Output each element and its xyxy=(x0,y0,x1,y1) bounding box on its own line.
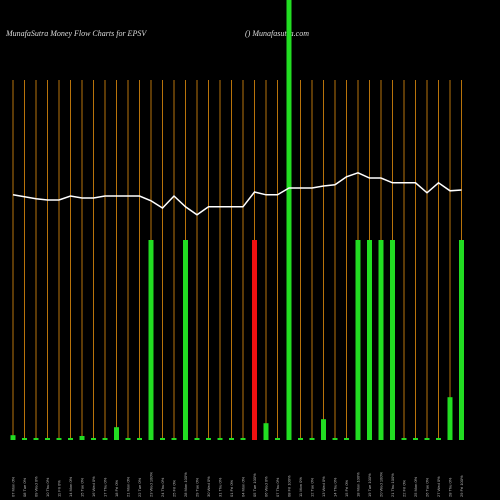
x-tick-label: 09 Wed 0% xyxy=(34,476,39,497)
x-tick-label: 29 Tue 0% xyxy=(195,477,200,497)
bar xyxy=(275,438,280,440)
x-tick-label: 28 Thu 0% xyxy=(448,477,453,497)
x-tick-label: 25 Fri 0% xyxy=(172,479,177,497)
x-tick-label: 11 Fri 0% xyxy=(57,480,62,497)
bar xyxy=(286,0,292,440)
bar xyxy=(367,240,372,440)
bar xyxy=(217,438,223,440)
bar xyxy=(160,438,165,440)
x-tick-label: 08 Fri 100% xyxy=(287,475,292,497)
bar xyxy=(240,438,246,440)
bar xyxy=(263,423,269,440)
x-tick-label: 17 Thu 0% xyxy=(103,477,108,497)
x-tick-label: 04 Mon 0% xyxy=(241,476,246,497)
bar xyxy=(45,438,50,440)
bar xyxy=(194,438,200,440)
bar xyxy=(33,438,39,440)
x-tick-label: 31 Thu 0% xyxy=(218,477,223,497)
bar xyxy=(355,240,361,440)
x-tick-label: 12 Tue 0% xyxy=(310,477,315,497)
bar xyxy=(229,438,234,440)
x-tick-label: 18 Mon 100% xyxy=(356,472,361,497)
x-tick-label: 01 Fri 0% xyxy=(229,479,234,497)
bar xyxy=(321,419,326,440)
bar xyxy=(344,438,349,440)
x-tick-label: 28 Mon 100% xyxy=(183,472,188,497)
x-tick-label: 07 Thu 0% xyxy=(275,477,280,497)
x-tick-label: 21 Thu 100% xyxy=(390,473,395,497)
x-tick-label: 26 Tue 0% xyxy=(425,477,430,497)
x-tick-label: 14 Thu 0% xyxy=(333,477,338,497)
bar xyxy=(436,438,441,440)
x-tick-label: 23 Wed 100% xyxy=(149,472,154,497)
x-tick-label: 22 Tue 0% xyxy=(137,477,142,497)
x-tick-label: 29 Fri 100% xyxy=(459,475,464,497)
x-tick-label: 15 Fri 0% xyxy=(344,479,349,497)
bar xyxy=(183,240,188,440)
x-tick-label: 06 Wed 0% xyxy=(264,476,269,497)
bar xyxy=(102,438,108,440)
bar xyxy=(68,438,73,440)
x-tick-label: 15 Tue 0% xyxy=(80,477,85,497)
x-tick-label: 25 Mon 0% xyxy=(413,476,418,497)
bar xyxy=(79,436,85,440)
x-tick-label: 18 Fri 0% xyxy=(114,479,119,497)
bar xyxy=(206,438,211,440)
x-tick-label: 05 Tue 100% xyxy=(252,473,257,497)
line xyxy=(12,171,462,216)
x-tick-label: 19 Tue 100% xyxy=(367,473,372,497)
bar xyxy=(22,438,27,440)
x-tick-label: 30 Wed 0% xyxy=(206,476,211,497)
bar xyxy=(252,240,257,440)
x-tick-label: 20 Wed 100% xyxy=(379,472,384,497)
bar xyxy=(171,438,177,440)
x-tick-label: 07 Mon 0% xyxy=(11,476,16,497)
bar xyxy=(332,438,338,440)
bar xyxy=(309,438,315,440)
bar xyxy=(413,438,418,440)
bar xyxy=(459,240,464,440)
x-tick-label: 16 Wed 0% xyxy=(91,476,96,497)
bar xyxy=(390,240,395,440)
bar xyxy=(447,397,453,440)
bar xyxy=(148,240,154,440)
bar xyxy=(125,438,131,440)
x-tick-label: 24 Thu 0% xyxy=(160,477,165,497)
x-tick-label: 21 Mon 0% xyxy=(126,476,131,497)
chart-subtitle: () Munafasutra.com xyxy=(245,29,309,38)
bar xyxy=(401,438,407,440)
x-tick-label: 27 Wed 0% xyxy=(436,476,441,497)
x-tick-label: 22 Fri 0% xyxy=(402,479,407,497)
bar xyxy=(424,438,430,440)
x-tick-label: 13 Wed 0% xyxy=(321,476,326,497)
bar xyxy=(114,427,119,440)
bar xyxy=(378,240,384,440)
x-tick-label: 11 Mon 0% xyxy=(298,477,303,497)
bar xyxy=(137,438,142,440)
bar xyxy=(56,438,62,440)
bar xyxy=(91,438,96,440)
bar xyxy=(298,438,303,440)
x-tick-label: 08 Tue 0% xyxy=(22,477,27,497)
chart-title: MunafaSutra Money Flow Charts for EPSV xyxy=(5,29,147,38)
x-tick-label: 14 Mon 0% xyxy=(68,476,73,497)
bar xyxy=(10,435,16,440)
x-tick-label: 10 Thu 0% xyxy=(45,477,50,497)
